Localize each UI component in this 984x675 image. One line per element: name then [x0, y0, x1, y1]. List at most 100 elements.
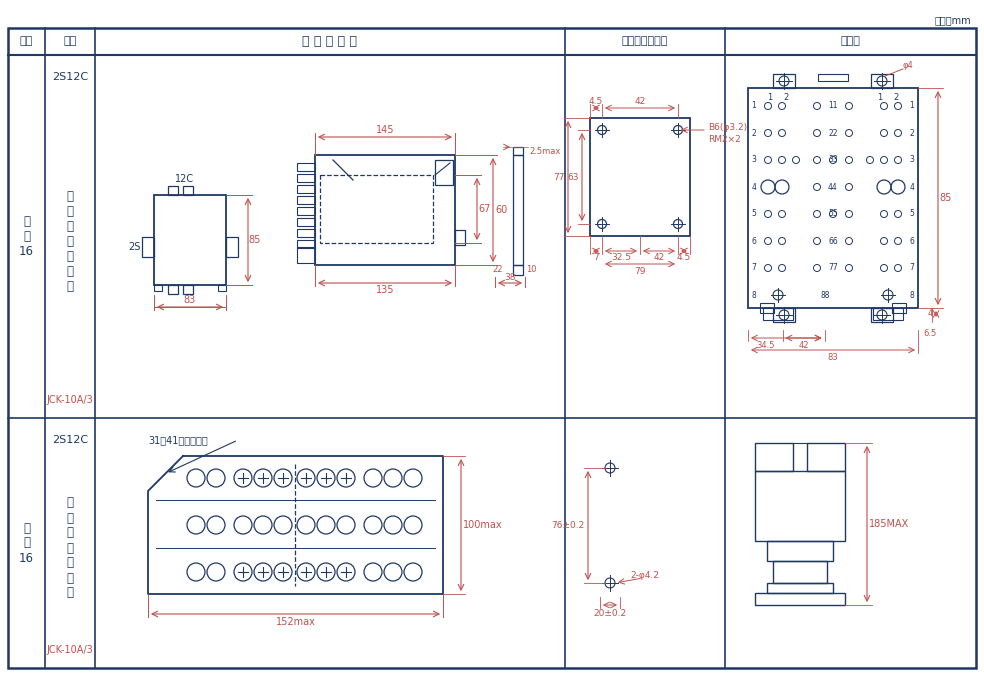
Text: 22: 22 [493, 265, 503, 275]
Text: 3: 3 [752, 155, 757, 165]
Bar [297, 218, 315, 226]
Text: 83: 83 [184, 295, 196, 305]
Text: 66: 66 [829, 236, 837, 246]
Text: 8: 8 [752, 290, 757, 300]
Bar [168, 285, 178, 294]
Bar [763, 308, 793, 320]
Text: 3: 3 [909, 155, 914, 165]
Text: 1: 1 [909, 101, 914, 111]
Text: 2S12C: 2S12C [52, 435, 88, 445]
Bar [297, 196, 315, 204]
Text: φ4: φ4 [902, 61, 913, 70]
Bar [297, 185, 315, 193]
Bar [871, 308, 893, 322]
Bar [226, 237, 238, 257]
Bar [767, 541, 833, 561]
Bar [297, 207, 315, 215]
Bar [297, 247, 315, 263]
Text: 4: 4 [752, 182, 757, 192]
Text: 4: 4 [909, 182, 914, 192]
Bar [154, 285, 162, 291]
Text: 79: 79 [635, 267, 646, 275]
Bar [142, 237, 154, 257]
Bar [755, 443, 793, 471]
Text: 185MAX: 185MAX [869, 519, 909, 529]
Bar [297, 174, 315, 182]
Text: 安装开孔尺寸图: 安装开孔尺寸图 [622, 36, 668, 47]
Text: 38: 38 [504, 273, 516, 281]
Text: 88: 88 [821, 290, 830, 300]
Text: 34.5: 34.5 [756, 340, 774, 350]
Text: 端子图: 端子图 [840, 36, 860, 47]
Text: 8: 8 [909, 290, 914, 300]
Text: 图号: 图号 [20, 36, 33, 47]
Bar [297, 229, 315, 237]
Text: 4.5: 4.5 [588, 97, 603, 105]
Text: 2: 2 [783, 92, 788, 101]
Text: 1: 1 [878, 92, 883, 101]
Bar [773, 561, 827, 583]
Bar [435, 160, 453, 185]
Text: 7: 7 [909, 263, 914, 273]
Bar [297, 163, 315, 171]
Text: 77: 77 [553, 173, 565, 182]
Text: 42: 42 [798, 340, 809, 350]
Text: 152max: 152max [276, 617, 316, 627]
Text: 6: 6 [752, 236, 757, 246]
Text: 2S: 2S [128, 242, 140, 252]
Text: 42: 42 [653, 254, 664, 263]
Text: 2: 2 [752, 128, 757, 138]
Bar [755, 471, 845, 541]
Bar [773, 74, 795, 88]
Text: 31、41为电流端子: 31、41为电流端子 [148, 435, 208, 445]
Text: 20±0.2: 20±0.2 [593, 608, 627, 618]
Bar [871, 74, 893, 88]
Text: 5: 5 [909, 209, 914, 219]
Text: 2: 2 [909, 128, 914, 138]
Text: 83: 83 [828, 352, 838, 362]
Text: 2: 2 [893, 92, 898, 101]
Text: 6: 6 [909, 236, 914, 246]
Bar [818, 74, 848, 81]
Text: 76±0.2: 76±0.2 [551, 521, 584, 530]
Text: 2S12C: 2S12C [52, 72, 88, 82]
Polygon shape [148, 456, 443, 594]
Bar [168, 186, 178, 195]
Text: 2-φ4.2: 2-φ4.2 [631, 570, 659, 580]
Text: 63: 63 [567, 173, 579, 182]
Text: 1: 1 [768, 92, 772, 101]
Bar [873, 308, 903, 320]
Text: 凸
出
式
板
后
接
线: 凸 出 式 板 后 接 线 [67, 190, 74, 293]
Text: 22: 22 [829, 128, 837, 138]
Text: 60: 60 [495, 205, 507, 215]
Bar [513, 155, 523, 265]
Text: 44: 44 [829, 182, 837, 192]
Text: 11: 11 [829, 101, 837, 111]
Bar [183, 285, 193, 294]
Bar [748, 88, 918, 308]
Bar [767, 583, 833, 593]
Text: 外 形 尺 寸 图: 外 形 尺 寸 图 [302, 35, 357, 48]
Text: 结构: 结构 [63, 36, 77, 47]
Text: 附
图
16: 附 图 16 [19, 215, 34, 258]
Text: 1: 1 [752, 101, 757, 111]
Bar [154, 195, 226, 285]
Bar [807, 443, 845, 471]
Bar [590, 118, 690, 236]
Text: 67: 67 [479, 204, 491, 214]
Text: 85: 85 [940, 193, 953, 203]
Bar [773, 308, 795, 322]
Bar [513, 265, 523, 275]
Text: 12C: 12C [175, 174, 195, 184]
Text: 4: 4 [927, 310, 933, 319]
Text: 33: 33 [829, 155, 837, 165]
Text: 6.5: 6.5 [923, 329, 937, 338]
Bar [755, 593, 845, 605]
Text: 100max: 100max [463, 520, 503, 530]
Text: RM2×2: RM2×2 [708, 136, 741, 144]
Bar [320, 175, 433, 243]
Text: 7: 7 [752, 263, 757, 273]
Text: 145: 145 [376, 125, 395, 135]
Text: 4.5: 4.5 [677, 254, 691, 263]
Bar [892, 303, 906, 313]
